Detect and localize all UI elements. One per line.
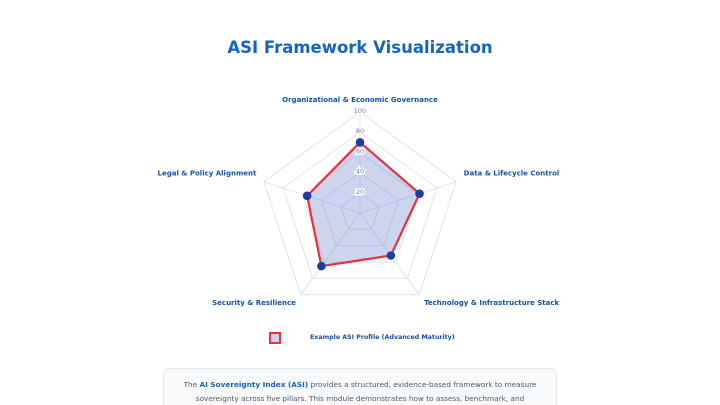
tick-label: 100 (354, 107, 366, 115)
axis-label-1: Data & Lifecycle Control (464, 169, 560, 177)
data-point (386, 251, 396, 260)
grid-ring (301, 151, 419, 263)
info-text-prefix: The (183, 380, 200, 389)
legend-label: Example ASI Profile (Advanced Maturity) (310, 334, 455, 341)
grid-ring (320, 171, 400, 247)
axis-label-0: Organizational & Economic Governance (282, 96, 438, 104)
axis-label-3: Security & Resilience (212, 299, 296, 307)
grid-spoke (359, 181, 457, 214)
grid-ring (340, 192, 380, 230)
grid-ring (263, 111, 457, 296)
page-title: ASI Framework Visualization (227, 38, 493, 57)
grid-ring (282, 131, 438, 279)
data-point (302, 191, 312, 201)
grid-spoke (300, 212, 361, 296)
info-box: The AI Sovereignty Index (ASI) provides … (163, 368, 557, 405)
data-point (415, 189, 424, 198)
legend-swatch-icon (269, 332, 281, 344)
data-polygon (305, 140, 421, 268)
data-point (355, 138, 365, 147)
legend-item[interactable]: Example ASI Profile (Advanced Maturity) (0, 330, 720, 348)
tick-label: 60 (356, 147, 364, 155)
tick-label: 80 (356, 127, 364, 135)
tick-label: 20 (356, 188, 364, 196)
radar-chart: 20 40 60 80 100 Organizational & Economic Gov… (158, 96, 560, 307)
data-point (317, 261, 326, 271)
info-text: The AI Sovereignty Index (ASI) provides … (180, 378, 540, 405)
info-text-body: provides a structured, evidence-based fr… (195, 380, 537, 403)
asi-highlight: AI Sovereignty Index (ASI) (199, 380, 309, 389)
axis-label-2: Technology & Infrastructure Stack (424, 299, 559, 307)
tick-label: 40 (356, 168, 364, 176)
axis-label-4: Legal & Policy Alignment (158, 169, 257, 177)
grid-spoke (263, 181, 361, 214)
